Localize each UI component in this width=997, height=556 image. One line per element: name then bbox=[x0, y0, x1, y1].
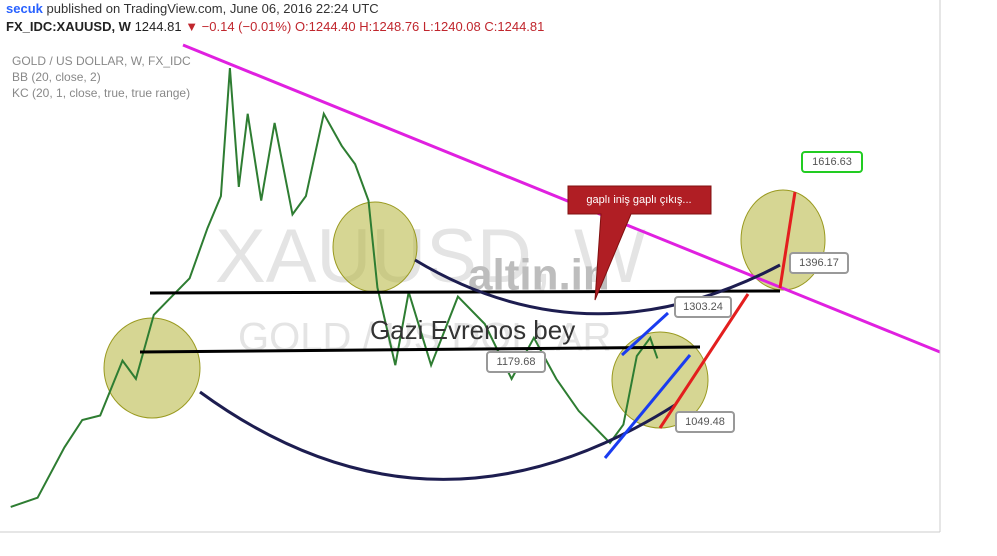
y-axis-bg bbox=[940, 0, 997, 556]
last: 1244.81 bbox=[135, 19, 182, 34]
channel-line bbox=[603, 354, 692, 459]
label-box bbox=[675, 411, 735, 433]
highlight-circle bbox=[332, 201, 418, 293]
arrow bbox=[658, 293, 750, 429]
price-series bbox=[10, 68, 659, 508]
arrow bbox=[778, 191, 797, 289]
cup-arc bbox=[199, 390, 676, 481]
label-box bbox=[789, 252, 849, 274]
callout bbox=[567, 185, 712, 301]
annotation: 1179.68 bbox=[497, 356, 536, 368]
high: H:1248.76 bbox=[359, 19, 419, 34]
annotation: 1616.63 bbox=[812, 156, 852, 168]
annotation: 1303.24 bbox=[683, 301, 723, 313]
symbol: FX_IDC:XAUUSD, W bbox=[6, 19, 132, 34]
published-text: published on TradingView.com, June 06, 2… bbox=[47, 1, 379, 16]
annotation: 1396.17 bbox=[799, 257, 839, 269]
support-line bbox=[139, 345, 701, 354]
watermark: XAUUSD, W bbox=[215, 214, 646, 299]
label-box bbox=[486, 351, 546, 373]
change: ▼ −0.14 (−0.01%) bbox=[185, 19, 291, 34]
publisher: secuk bbox=[6, 1, 44, 16]
indicator: BB (20, close, 2) bbox=[12, 70, 101, 84]
x-axis-bg bbox=[0, 532, 997, 556]
cup-arc bbox=[414, 258, 781, 316]
label-box bbox=[801, 151, 863, 173]
close: C:1244.81 bbox=[484, 19, 544, 34]
series bbox=[10, 68, 659, 508]
indicator: KC (20, 1, close, true, true range) bbox=[12, 86, 190, 100]
chart-title: GOLD / US DOLLAR, W, FX_IDC bbox=[12, 54, 191, 68]
annotation: Gazi Evrenos bey bbox=[370, 315, 575, 345]
header-line: secuk published on TradingView.com, June… bbox=[6, 1, 379, 16]
label-box bbox=[674, 296, 732, 318]
symbol-line: FX_IDC:XAUUSD, W 1244.81 ▼ −0.14 (−0.01%… bbox=[6, 19, 544, 34]
highlight-circle bbox=[103, 317, 201, 419]
open: O:1244.40 bbox=[295, 19, 356, 34]
callout-text: gaplı iniş gaplı çıkış... bbox=[586, 194, 691, 206]
low: L:1240.08 bbox=[423, 19, 481, 34]
annotation: 1049.48 bbox=[685, 416, 725, 428]
trend-line bbox=[182, 43, 941, 354]
support-line bbox=[149, 289, 781, 295]
watermark: GOLD / US DOLLAR bbox=[238, 316, 611, 360]
channel-line bbox=[620, 311, 670, 357]
